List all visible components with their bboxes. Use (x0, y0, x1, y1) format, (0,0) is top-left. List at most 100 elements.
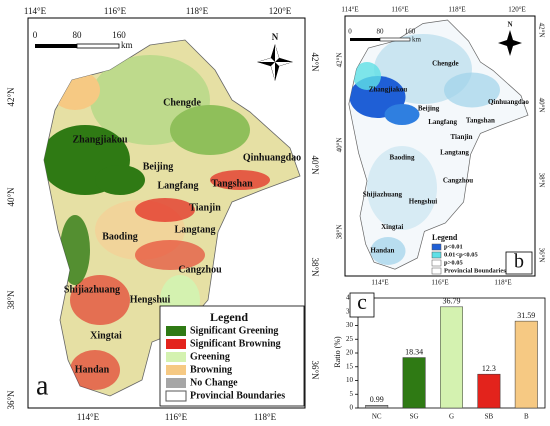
city-label: Chengde (432, 60, 458, 68)
scale-label: 160 (112, 30, 126, 40)
city-label: Tianjin (450, 133, 472, 141)
value-label: 0.99 (370, 395, 384, 404)
city-label: Cangzhou (178, 264, 222, 275)
city-label: Chengde (163, 97, 201, 108)
map-b: Chengde Zhangjiakou Beijing Qinhuangdao Lang… (348, 19, 530, 270)
city-label: Beijing (418, 105, 440, 113)
city-label: Tangshan (211, 178, 253, 189)
lat-label: 40°N (537, 98, 545, 113)
legend-swatch (431, 251, 442, 259)
lat-label: 42°N (336, 53, 344, 68)
scale-unit: km (121, 40, 133, 50)
scale-unit: km (412, 36, 422, 44)
city-label: Tangshan (466, 116, 495, 124)
city-label: Zhangjiakou (369, 86, 408, 94)
lat-label: 42°N (6, 87, 16, 107)
city-label: Langtang (440, 149, 469, 157)
legend-swatch (166, 378, 186, 388)
city-label: Baoding (102, 231, 138, 242)
y-tick-label: 10 (346, 376, 354, 384)
legend-a-items: Significant Greening Significant Browning… (165, 325, 285, 402)
city-labels-b: Chengde Zhangjiakou Beijing Qinhuangdao Lang… (363, 60, 530, 255)
legend-swatch (166, 365, 186, 375)
value-label: 18.34 (405, 347, 423, 356)
value-label: 12.3 (482, 364, 496, 373)
north-label: N (507, 21, 512, 29)
y-tick-label: 5 (350, 390, 354, 398)
legend-swatch (431, 243, 442, 251)
lat-label: 36°N (6, 390, 16, 410)
bar (365, 405, 389, 409)
value-label: 36.79 (443, 297, 461, 306)
bar-chart: 0510152025303540NC0.99SG18.34G36.79SB12.… (346, 294, 546, 421)
y-axis-label: Ratio (%) (333, 336, 342, 368)
x-tick-label: SB (485, 413, 494, 421)
city-label: Shijiazhuang (363, 191, 403, 199)
y-tick-label: 20 (346, 349, 354, 357)
legend-swatch (165, 390, 187, 402)
legend-label: Significant Greening (190, 325, 278, 336)
lon-label: 116°E (104, 6, 127, 16)
scale-bar-b: 0 80 160 km (348, 28, 421, 44)
lon-label: 114°E (24, 6, 47, 16)
scale-label: 0 (33, 30, 38, 40)
legend-label: Provincial Boundaries (444, 267, 506, 274)
city-label: Beijing (143, 161, 174, 172)
value-label: 31.59 (517, 311, 535, 320)
city-label: Cangzhou (443, 177, 473, 185)
y-tick-label: 25 (346, 335, 354, 343)
map-a (43, 39, 301, 397)
scale-bar-a: 0 80 160 km (33, 30, 133, 50)
legend-label: Greening (190, 351, 230, 362)
city-labels-a: Chengde Zhangjiakou Beijing Qinhuangdao Lang… (64, 97, 301, 375)
y-tick-label: 15 (346, 362, 354, 370)
legend-label: Provincial Boundaries (190, 390, 285, 401)
city-label: Xingtai (381, 223, 403, 231)
city-label: Tianjin (189, 202, 221, 213)
scale-label: 0 (348, 28, 352, 36)
bar (440, 306, 463, 409)
lon-label: 116°E (391, 6, 408, 14)
bar (402, 357, 426, 409)
panel-label-box (349, 292, 375, 318)
panel-label-box (505, 251, 533, 275)
lon-label: 118°E (186, 6, 209, 16)
lat-label: 38°N (6, 290, 16, 310)
city-label: Baoding (390, 154, 415, 162)
lon-label: 116°E (165, 412, 188, 422)
north-arrow-b: N (498, 21, 522, 56)
legend-title: Legend (210, 310, 248, 324)
city-label: Langfang (428, 118, 457, 126)
city-label: Hengshui (409, 198, 437, 206)
scale-label: 80 (73, 30, 83, 40)
x-tick-label: G (449, 413, 454, 421)
panel-label: b (514, 251, 524, 273)
lat-label: 38°N (336, 225, 344, 240)
lon-label: 118°E (254, 412, 277, 422)
bar (514, 320, 538, 409)
city-label: Qinhuangdao (243, 152, 301, 163)
lat-label: 38°N (310, 257, 320, 277)
city-label: Hengshui (130, 294, 171, 305)
legend-swatch (166, 339, 186, 349)
city-label: Xingtai (90, 330, 122, 341)
scale-label: 80 (377, 28, 385, 36)
lon-label: 114°E (371, 279, 388, 287)
city-label: Qinhuangdao (488, 98, 529, 106)
lon-label: 116°E (431, 279, 448, 287)
north-label: N (272, 32, 279, 42)
city-label: Handan (370, 247, 394, 255)
city-label: Shijiazhuang (64, 284, 120, 295)
legend-label: Browning (190, 364, 232, 375)
lat-label: 40°N (336, 138, 344, 153)
scale-label: 160 (405, 28, 416, 36)
legend-swatch (431, 267, 442, 275)
legend-label: No Change (190, 377, 238, 388)
lon-label: 114°E (341, 6, 358, 14)
legend-label: p>0.05 (444, 259, 463, 266)
x-tick-label: NC (372, 413, 382, 421)
legend-label: p<0.01 (444, 243, 463, 250)
legend-label: 0.01<p<0.05 (444, 251, 479, 258)
x-tick-label: B (524, 413, 529, 421)
